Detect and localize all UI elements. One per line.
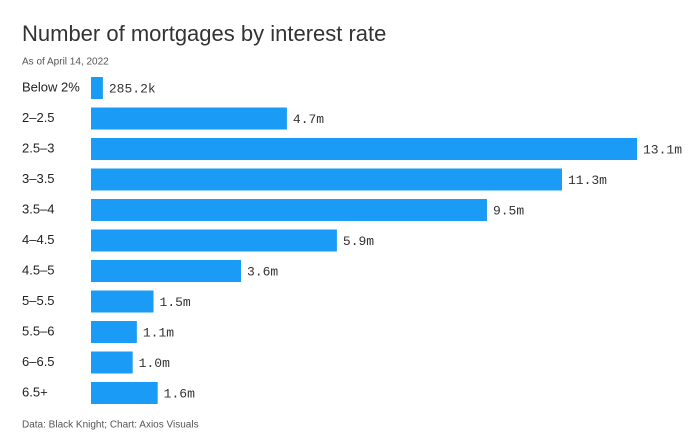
bar: [91, 351, 133, 374]
bar: [91, 168, 562, 191]
bar: [91, 138, 637, 160]
bar: [91, 77, 103, 99]
category-label: Below 2%: [22, 79, 80, 94]
value-label: 1.5m: [160, 295, 191, 310]
bar: [91, 199, 487, 221]
category-label: 4.5–5: [22, 262, 55, 277]
chart-source: Data: Black Knight; Chart: Axios Visuals: [22, 420, 199, 431]
bar: [91, 321, 137, 343]
value-label: 13.1m: [643, 142, 682, 157]
category-label: 3–3.5: [22, 171, 55, 186]
bar: [91, 229, 337, 252]
category-label: 3.5–4: [22, 201, 55, 216]
bar: [91, 260, 242, 282]
bar: [91, 382, 158, 404]
category-label: 5–5.5: [22, 293, 55, 308]
category-label: 4–4.5: [22, 232, 55, 247]
bar: [91, 290, 154, 313]
value-label: 5.9m: [343, 234, 374, 249]
value-label: 4.7m: [293, 112, 324, 127]
bar: [91, 107, 287, 130]
category-label: 6–6.5: [22, 354, 55, 369]
value-label: 1.6m: [164, 386, 195, 401]
value-label: 11.3m: [568, 173, 607, 188]
value-label: 285.2k: [109, 81, 156, 96]
value-label: 9.5m: [493, 203, 524, 218]
chart-title: Number of mortgages by interest rate: [22, 21, 386, 46]
value-label: 3.6m: [247, 264, 278, 279]
value-label: 1.1m: [143, 325, 174, 340]
category-label: 2.5–3: [22, 140, 55, 155]
chart-subtitle: As of April 14, 2022: [22, 57, 109, 68]
category-label: 6.5+: [22, 384, 48, 399]
category-label: 5.5–6: [22, 323, 55, 338]
category-label: 2–2.5: [22, 110, 55, 125]
value-label: 1.0m: [139, 356, 170, 371]
